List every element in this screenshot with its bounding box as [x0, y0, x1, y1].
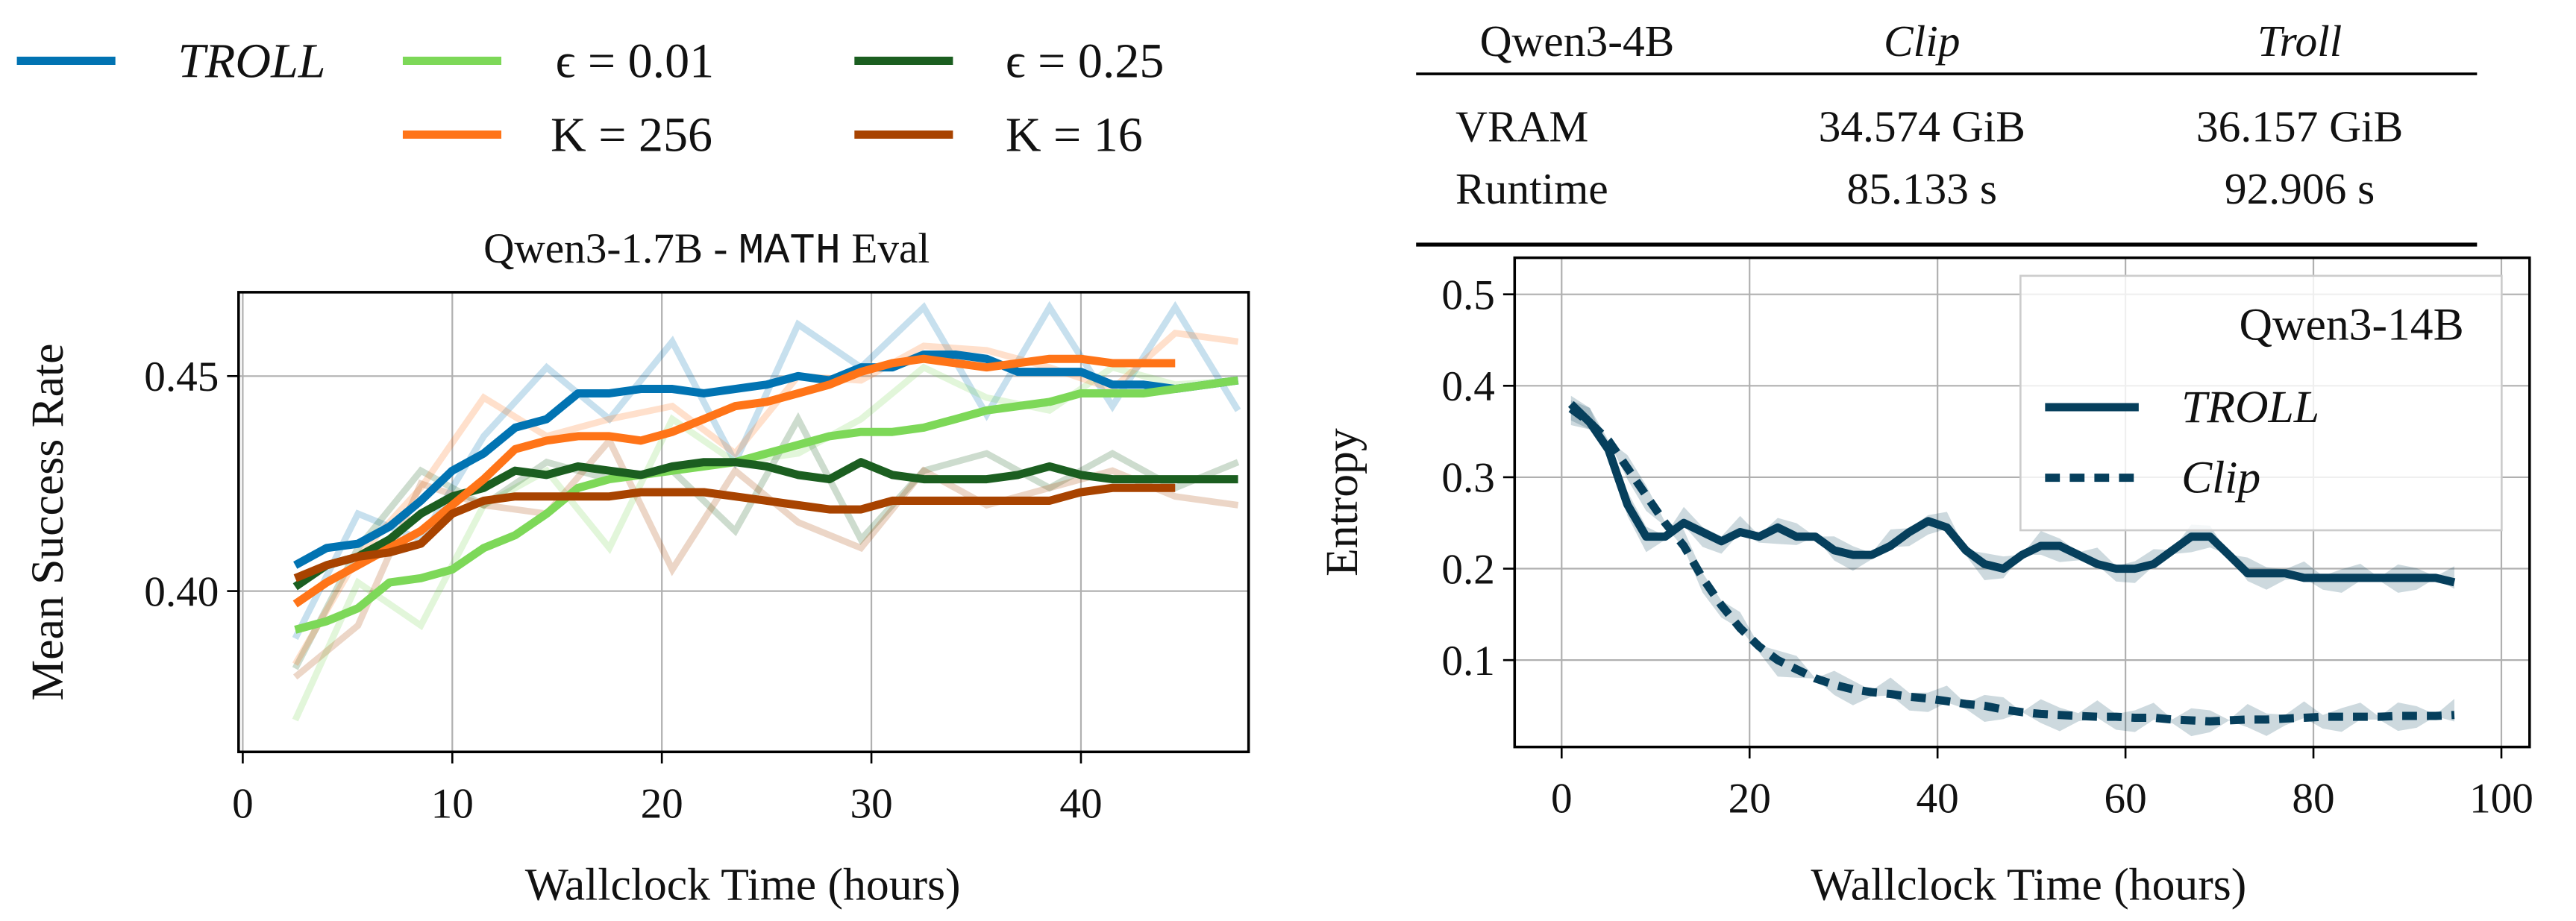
left-grid: [238, 292, 1249, 752]
right-xtick-label: 40: [1917, 776, 1959, 823]
left-xtick-label: 30: [850, 780, 892, 827]
right-ytick-label: 0.2: [1441, 546, 1495, 593]
left-chart-title: Qwen3-1.7B - MATH Eval: [483, 225, 930, 276]
right-legend: Qwen3-14B TROLL Clip: [2019, 274, 2503, 532]
table-header-clip: Clip: [1884, 16, 1960, 66]
raw-line-025: [292, 412, 1240, 670]
line-001: [294, 376, 1239, 634]
table-cell: 34.574 GiB: [1819, 101, 2025, 151]
line-K16: [293, 483, 1176, 582]
legend-label-k256: K = 256: [551, 108, 712, 163]
line-K256: [292, 354, 1176, 608]
right-ytick-label: 0.4: [1441, 363, 1495, 410]
left-xtick-label: 10: [431, 780, 474, 827]
table-row-label: Runtime: [1455, 164, 1608, 213]
legend-label-k16: K = 16: [1006, 108, 1143, 163]
table-cell: 85.133 s: [1847, 164, 1997, 213]
right-xtick-label: 60: [2104, 776, 2146, 823]
right-xtick-label: 0: [1551, 776, 1573, 823]
left-ytick-label: 0.40: [144, 568, 219, 615]
right-legend-label-troll: TROLL: [2181, 382, 2319, 433]
right-ytick-label: 0.3: [1441, 455, 1495, 502]
table-header-troll: Troll: [2257, 16, 2342, 66]
right-xtick-label: 80: [2292, 776, 2334, 823]
raw-line-K256: [292, 330, 1239, 666]
left-ylabel: Mean Success Rate: [22, 343, 73, 700]
right-legend-title: Qwen3-14B: [2239, 300, 2463, 351]
band-TROLL: [1570, 395, 2454, 593]
resource-table: Qwen3-4B Clip Troll VRAM 34.574 GiB 36.1…: [1416, 16, 2478, 247]
left-tick-labels: 0 10 20 30 40 0.40 0.45: [144, 353, 1102, 827]
table-cell: 36.157 GiB: [2196, 101, 2403, 151]
line-TROLL: [293, 351, 1239, 569]
right-axes-frame: [1513, 256, 2531, 749]
right-ytick-label: 0.1: [1441, 638, 1495, 685]
legend-label-eps001: ϵ = 0.01: [556, 34, 715, 88]
left-smoothed-series: [292, 351, 1239, 634]
raw-line-001: [292, 363, 1238, 722]
left-ytick-label: 0.45: [144, 353, 219, 400]
left-xtick-label: 20: [641, 780, 683, 827]
line-Clip: [1568, 405, 2455, 726]
line-TROLL: [1567, 400, 2456, 587]
table-row-label: VRAM: [1455, 101, 1588, 151]
table-header-model: Qwen3-4B: [1480, 16, 1675, 66]
left-xtick-label: 0: [232, 780, 254, 827]
right-ytick-label: 0.5: [1441, 271, 1495, 318]
left-xlabel: Wallclock Time (hours): [525, 859, 961, 910]
right-legend-label-clip: Clip: [2181, 452, 2260, 503]
right-xlabel: Wallclock Time (hours): [1811, 859, 2246, 910]
left-xtick-label: 40: [1059, 780, 1102, 827]
right-xtick-label: 20: [1729, 776, 1771, 823]
right-tick-labels: 0 20 40 60 80 100 0.1 0.2 0.3 0.4 0.5: [1441, 271, 2533, 822]
table-cell: 92.906 s: [2225, 164, 2375, 213]
top-legend: TROLL ϵ = 0.01 ϵ = 0.25 K = 256 K = 16: [16, 34, 1165, 163]
right-series: [1567, 395, 2456, 737]
right-ylabel: Entropy: [1317, 428, 1367, 576]
left-axes-frame: [237, 291, 1250, 754]
legend-label-troll: TROLL: [178, 34, 325, 88]
right-xtick-label: 100: [2469, 776, 2533, 823]
legend-label-eps025: ϵ = 0.25: [1006, 34, 1165, 88]
line-025: [292, 458, 1238, 591]
